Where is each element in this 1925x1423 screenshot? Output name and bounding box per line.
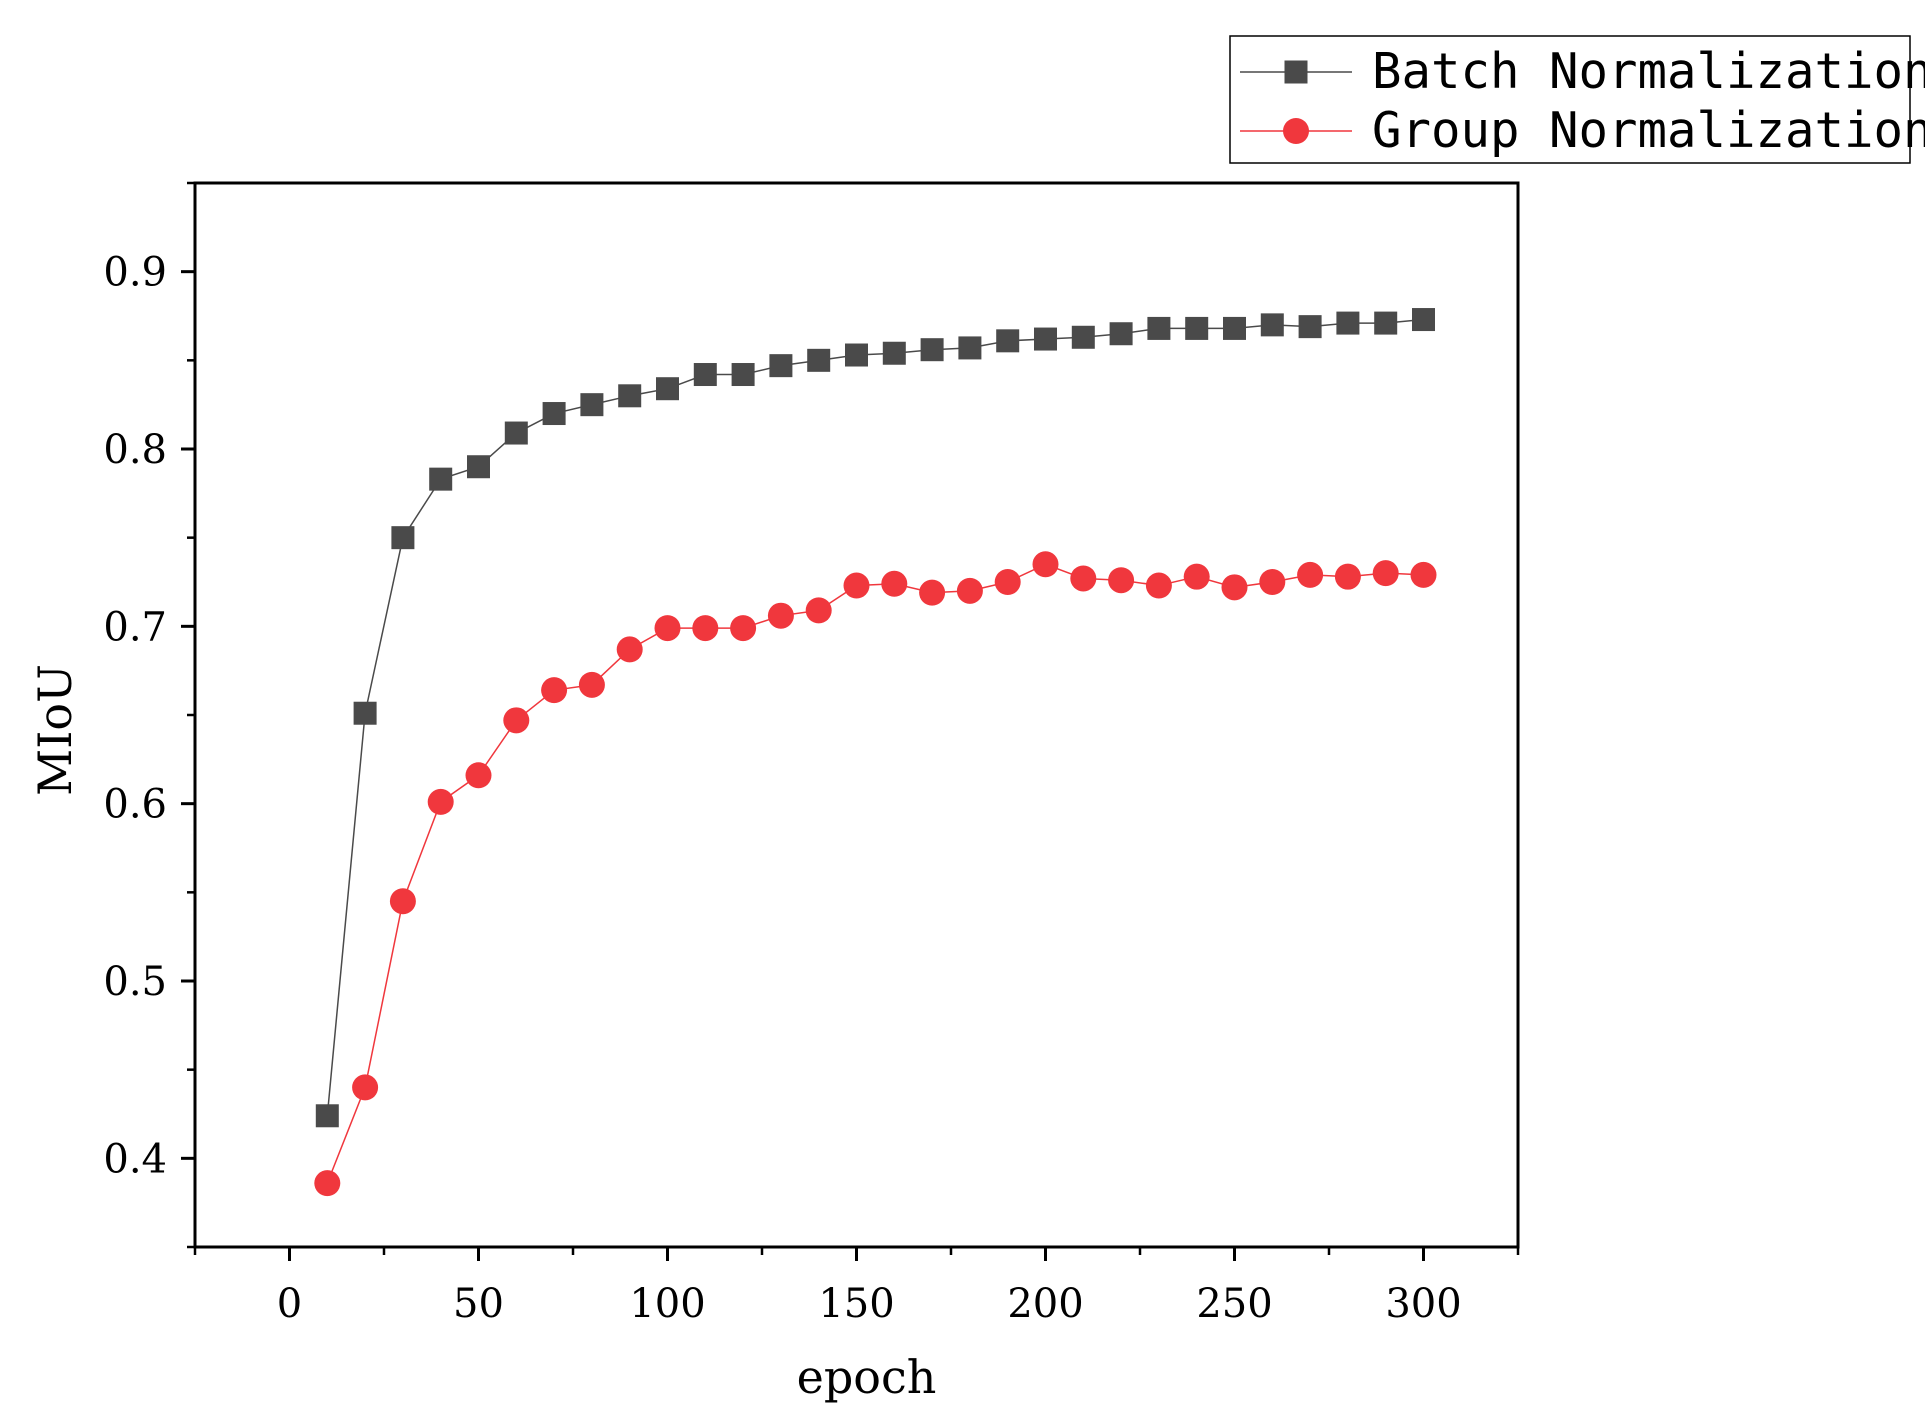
legend-label: Batch Normalization xyxy=(1372,43,1925,100)
data-point-square xyxy=(1071,325,1095,349)
data-point-circle xyxy=(1297,561,1324,588)
data-point-circle xyxy=(503,707,530,734)
plot-lines xyxy=(326,318,1424,1184)
data-point-square xyxy=(1298,315,1322,339)
data-point-circle xyxy=(654,615,681,642)
data-point-square xyxy=(429,467,453,491)
data-point-square xyxy=(353,701,377,725)
legend-frame xyxy=(1229,35,1911,164)
data-point-circle xyxy=(881,570,908,597)
data-point-circle xyxy=(843,572,870,599)
data-point-circle xyxy=(919,579,946,606)
y-tick-label: 0.6 xyxy=(103,782,167,828)
data-point-circle xyxy=(1334,563,1361,590)
data-point-square xyxy=(618,384,642,408)
data-point-square xyxy=(1336,311,1360,335)
data-point-square xyxy=(656,377,679,401)
x-tick-label: 300 xyxy=(1385,1281,1461,1327)
data-point-square xyxy=(391,526,415,550)
data-point-square xyxy=(504,421,528,445)
x-tick-label: 50 xyxy=(453,1281,504,1327)
data-point-square xyxy=(1185,316,1209,340)
legend-marker-square xyxy=(1284,60,1308,84)
x-tick-label: 150 xyxy=(818,1281,894,1327)
data-point-square xyxy=(315,1104,339,1128)
plot-frame xyxy=(193,181,1520,1249)
data-point-circle xyxy=(389,888,416,915)
data-point-circle xyxy=(1410,561,1437,588)
data-point-square xyxy=(1260,313,1284,337)
legend-label: Group Normalization xyxy=(1372,102,1925,159)
data-point-circle xyxy=(541,677,568,704)
data-point-square xyxy=(769,354,793,378)
data-point-square xyxy=(996,329,1020,353)
data-point-circle xyxy=(730,615,757,642)
data-point-square xyxy=(1412,308,1435,332)
axis-ticks xyxy=(181,181,1520,1261)
plot-markers xyxy=(314,308,1437,1197)
data-point-circle xyxy=(465,762,492,789)
data-point-circle xyxy=(578,671,605,698)
data-point-square xyxy=(1034,327,1057,351)
y-tick-label: 0.8 xyxy=(103,427,167,473)
data-point-circle xyxy=(616,636,643,663)
data-point-circle xyxy=(805,597,832,624)
data-point-circle xyxy=(1372,560,1399,587)
data-point-square xyxy=(467,455,490,479)
data-point-square xyxy=(882,341,906,365)
data-point-circle xyxy=(1108,567,1135,594)
data-point-circle xyxy=(427,788,454,815)
data-point-circle xyxy=(1259,569,1286,595)
data-point-square xyxy=(731,363,755,387)
series-line-0 xyxy=(326,318,1424,1116)
x-axis-title: epoch xyxy=(797,1350,937,1404)
legend-item-group-normalization: Group Normalization xyxy=(1240,102,1925,159)
x-tick-label: 100 xyxy=(629,1281,705,1327)
y-axis-title: MIoU xyxy=(28,664,82,796)
data-point-square xyxy=(1223,316,1246,340)
series-line-1 xyxy=(326,563,1424,1184)
legend-marker-circle xyxy=(1283,118,1309,144)
legend-item-batch-normalization: Batch Normalization xyxy=(1240,43,1925,100)
data-point-circle xyxy=(692,615,719,642)
data-point-square xyxy=(958,336,982,360)
x-tick-label: 250 xyxy=(1196,1281,1272,1327)
data-point-circle xyxy=(352,1074,379,1101)
y-tick-label: 0.7 xyxy=(103,604,167,650)
y-tick-label: 0.9 xyxy=(103,250,167,296)
data-point-circle xyxy=(767,602,794,629)
data-point-circle xyxy=(994,569,1021,595)
y-tick-label: 0.4 xyxy=(103,1136,167,1182)
data-point-circle xyxy=(956,577,983,604)
data-point-square xyxy=(1147,316,1171,340)
data-point-square xyxy=(1374,311,1398,335)
data-point-circle xyxy=(1145,572,1172,599)
legend: Batch Normalization Group Normalization xyxy=(1229,35,1925,164)
data-point-circle xyxy=(1221,574,1248,601)
data-point-circle xyxy=(1183,563,1210,590)
x-tick-label: 0 xyxy=(277,1281,302,1327)
data-point-square xyxy=(542,402,566,426)
data-point-circle xyxy=(1032,551,1059,578)
data-point-square xyxy=(693,363,717,387)
data-point-circle xyxy=(314,1170,341,1197)
data-point-circle xyxy=(1070,565,1097,592)
data-point-square xyxy=(920,338,944,362)
y-tick-label: 0.5 xyxy=(103,959,167,1005)
data-point-square xyxy=(580,393,604,417)
data-point-square xyxy=(807,348,831,372)
data-point-square xyxy=(1109,322,1133,346)
x-tick-label: 200 xyxy=(1007,1281,1083,1327)
data-point-square xyxy=(845,343,868,367)
tick-labels: 0 50 100 150 200 250 300 0.4 0.5 0.6 0.7 0.8 0.9 xyxy=(103,250,1461,1327)
